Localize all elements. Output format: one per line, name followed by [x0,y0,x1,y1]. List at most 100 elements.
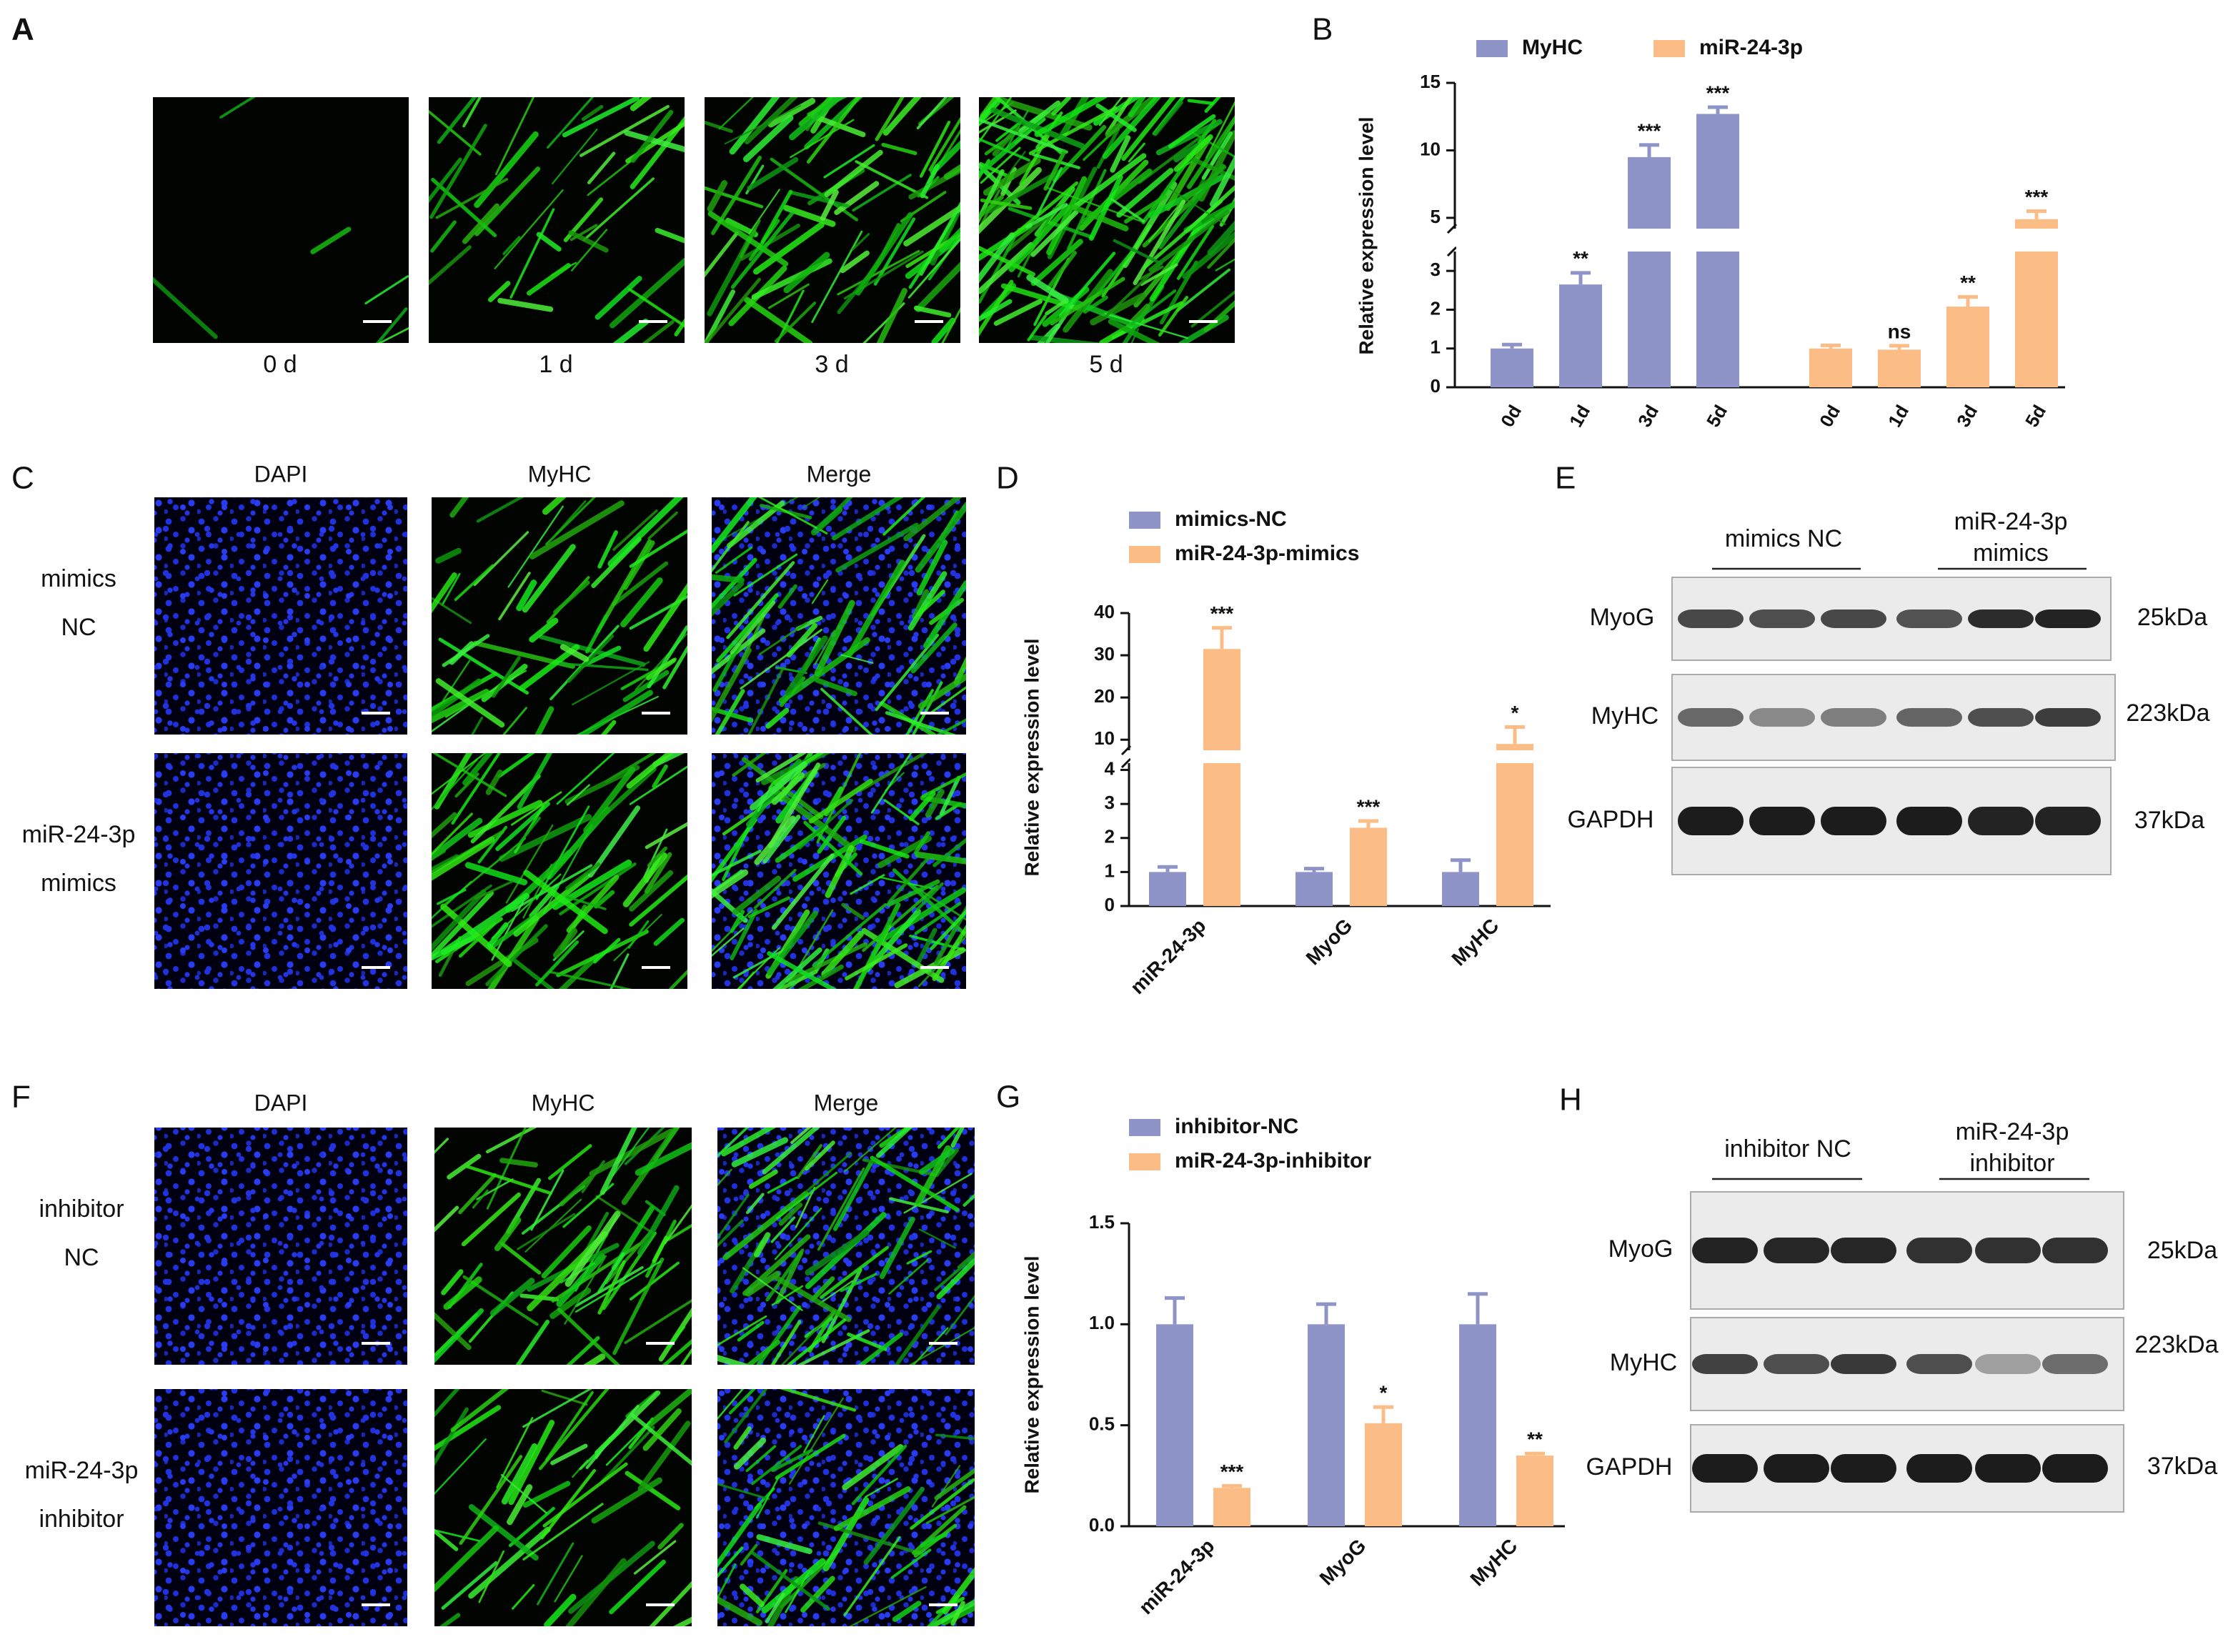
fiber [364,275,409,305]
fiber [1008,181,1079,241]
fiber [814,599,855,677]
fiber [786,622,818,658]
fiber [842,1444,904,1491]
fiber [859,839,910,859]
fiber [1030,239,1083,287]
fiber [432,688,489,724]
fiber [886,879,940,907]
legend-label: miR-24-3p-mimics [1175,542,1359,565]
fiber [609,1559,666,1615]
fiber [434,1525,499,1593]
fiber [742,1267,803,1311]
fiber [542,819,597,914]
fiber [1110,198,1145,223]
fiber [937,1128,960,1149]
fiber [607,497,684,567]
micrograph [154,497,407,735]
fiber [894,1305,940,1365]
fiber [1204,97,1221,113]
fiber [1205,101,1235,159]
image-background [153,97,409,343]
fiber [936,718,966,735]
fiber [935,1433,975,1440]
fiber [434,753,473,810]
fiber [890,1548,932,1579]
fiber [646,1389,692,1428]
x-tick-label: 1d [1565,401,1594,430]
fiber [908,790,936,822]
fiber [712,574,745,584]
fiber [811,1276,835,1301]
fiber [950,1128,965,1148]
band [1678,609,1744,628]
error-bar [1316,1302,1336,1325]
fiber [1173,143,1200,162]
fiber [935,1148,959,1175]
x-tick-label: 3d [1633,401,1663,430]
size-label: 25kDa [2147,1237,2217,1264]
fiber [820,189,839,221]
fiber [767,283,810,309]
fiber [740,629,822,690]
error-bar [1571,271,1591,285]
fiber [762,1128,820,1175]
fiber [802,497,821,509]
error-bar [1505,725,1525,745]
fiber [472,1189,489,1209]
fiber [853,902,901,989]
fiber [717,1596,763,1626]
fiber [730,908,758,961]
fiber [461,1192,521,1247]
fiber [1093,97,1141,126]
fiber [771,853,835,930]
fiber [1036,166,1063,216]
fiber [859,753,928,792]
fiber [662,1339,692,1365]
fiber [915,927,938,965]
fiber [1207,220,1235,256]
nuclei [154,753,407,989]
fiber [717,1563,737,1601]
y-tick-label: 10 [1420,138,1441,159]
y-tick-label: 1 [1431,337,1441,358]
column-header: Merge [814,1090,879,1115]
axis-gap [1456,229,2067,252]
fiber [761,1558,826,1613]
fiber [805,1152,852,1193]
fiber [522,544,576,613]
fiber [811,230,863,324]
fiber [642,1408,682,1451]
fiber [918,1228,957,1249]
fiber [870,753,912,814]
band [1831,1454,1896,1483]
fiber [437,97,477,144]
fiber [718,97,755,130]
fiber [979,118,1068,154]
row-label: mimics [41,870,116,897]
fiber [812,902,887,967]
fiber [953,656,966,685]
y-axis-title: Relative expression level [1020,638,1043,876]
fiber [441,572,461,607]
fiber [712,497,757,553]
fiber [722,1190,809,1260]
fiber [668,969,687,989]
bar [1295,872,1333,906]
band [1692,1354,1758,1374]
fiber [906,1250,933,1265]
fiber [637,1420,691,1492]
error-bar [1451,858,1471,872]
error-bar [2026,209,2047,219]
error-bar [1958,295,1978,307]
fiber [556,1253,605,1308]
fiber [458,922,497,958]
fiber [916,589,945,617]
fiber [512,1583,535,1610]
fiber [717,1168,732,1187]
fiber [649,1581,692,1626]
fiber [468,1526,551,1599]
micrograph [429,97,685,343]
fiber [811,579,829,604]
band [1968,807,2034,835]
fiber [454,772,479,798]
